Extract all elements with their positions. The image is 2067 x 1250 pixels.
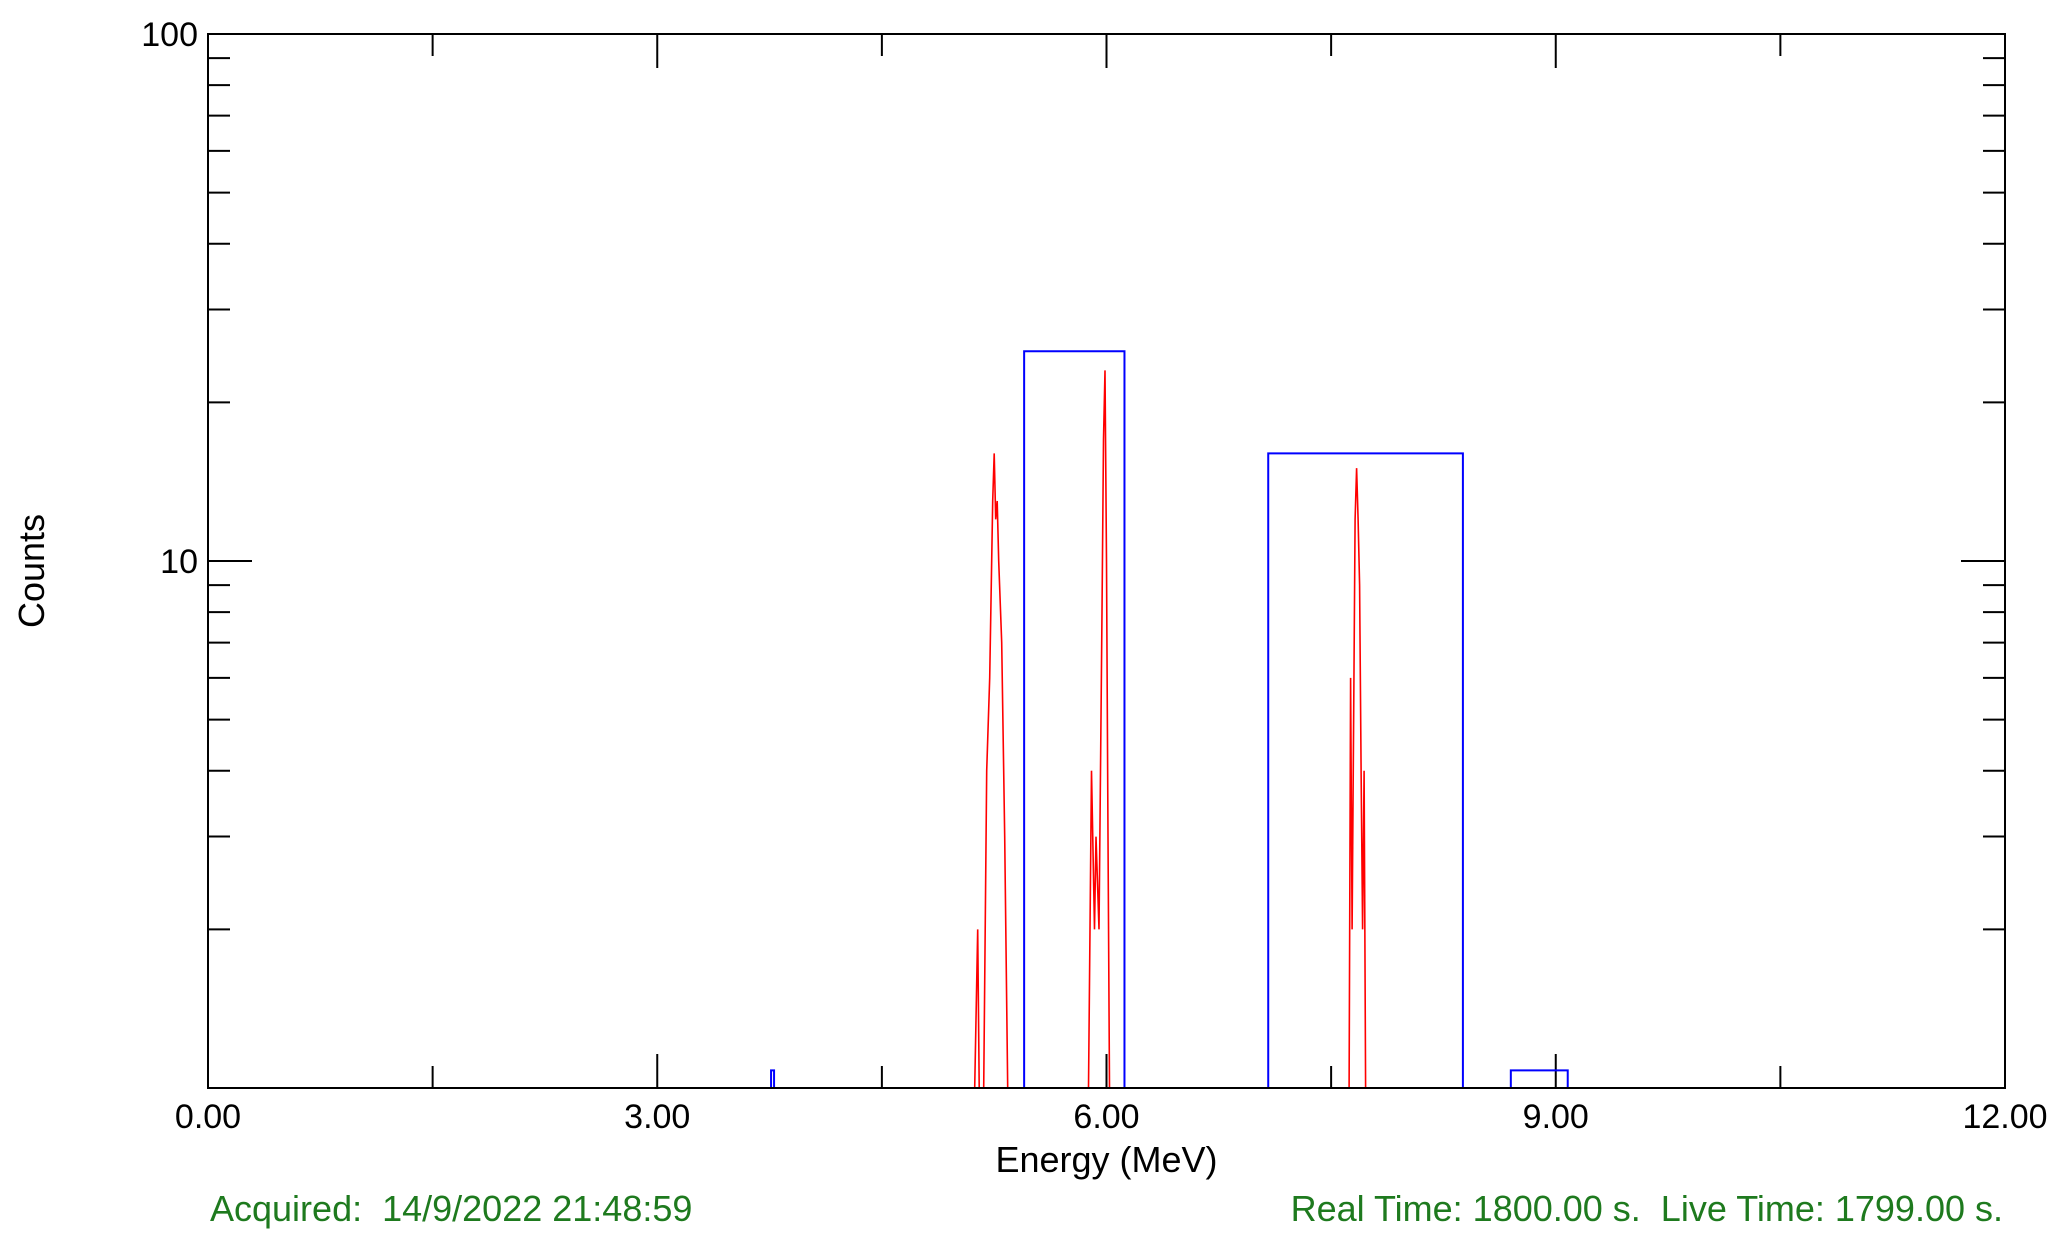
y-tick-label: 100 [141, 16, 198, 54]
x-tick-label: 12.00 [1962, 1098, 2047, 1136]
y-axis-label: Counts [11, 514, 52, 628]
histogram-bin [1267, 452, 1464, 1088]
histogram-bin [1509, 1069, 1569, 1088]
acquired-timestamp: Acquired: 14/9/2022 21:48:59 [210, 1188, 693, 1229]
plot-frame [207, 33, 2006, 1089]
axis-ticks: 0.00 3.00 6.00 9.00 12.00 10 100 [141, 16, 2047, 1136]
spectrum-line [208, 370, 2005, 1089]
x-tick-label: 9.00 [1523, 1098, 1589, 1136]
histogram-bin [770, 1069, 776, 1088]
y-tick-label: 10 [160, 543, 198, 581]
x-axis-label: Energy (MeV) [995, 1139, 1217, 1180]
histogram-bin [1023, 350, 1126, 1088]
x-tick-label: 3.00 [624, 1098, 690, 1136]
x-tick-label: 0.00 [175, 1098, 241, 1136]
series-layer [208, 350, 2005, 1089]
x-tick-label: 6.00 [1073, 1098, 1139, 1136]
acquisition-times: Real Time: 1800.00 s. Live Time: 1799.00… [1290, 1188, 2003, 1229]
